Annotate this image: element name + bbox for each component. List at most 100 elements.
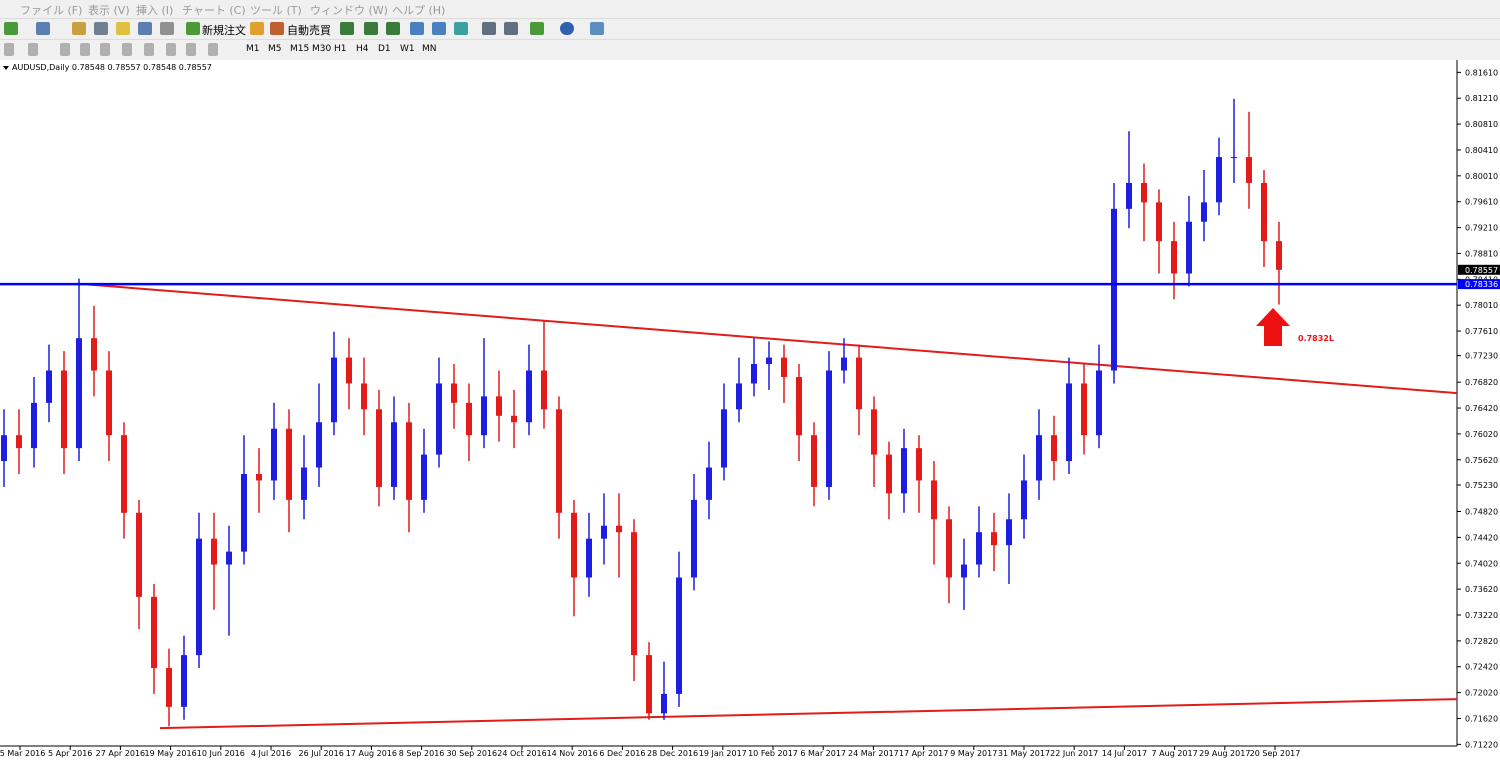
candle-body — [331, 357, 337, 423]
icon[interactable] — [250, 22, 264, 35]
y-tick-label: 0.71220 — [1465, 740, 1498, 749]
timeframe-button[interactable]: D1 — [378, 44, 391, 54]
x-tick-label: 26 Jul 2016 — [299, 749, 344, 758]
x-tick-label: 17 Aug 2016 — [346, 749, 397, 758]
icon[interactable] — [116, 22, 130, 35]
tool-icon[interactable] — [80, 43, 90, 56]
tool-icon[interactable] — [186, 43, 196, 56]
bid-tag — [1458, 264, 1500, 275]
candle-body — [1066, 383, 1072, 462]
x-tick-label: 30 Sep 2016 — [446, 749, 497, 758]
menu-item[interactable]: ファイル (F) — [20, 4, 83, 17]
menu-item[interactable]: チャート (C) — [182, 4, 246, 17]
y-tick-label: 0.81210 — [1465, 94, 1498, 103]
candle-body — [271, 428, 277, 481]
tool-icon[interactable] — [166, 43, 176, 56]
timeframe-button[interactable]: M5 — [268, 44, 282, 54]
x-tick-label: 28 Dec 2016 — [647, 749, 698, 758]
icon[interactable] — [386, 22, 400, 35]
tool-icon[interactable] — [144, 43, 154, 56]
candle-body — [1006, 519, 1012, 546]
icon[interactable] — [94, 22, 108, 35]
menu-item[interactable]: 挿入 (I) — [136, 4, 174, 17]
icon[interactable] — [560, 22, 574, 35]
candle-body — [481, 396, 487, 436]
y-tick-label: 0.75620 — [1465, 456, 1498, 465]
y-tick-label: 0.78010 — [1465, 301, 1498, 310]
candle-body — [151, 596, 157, 669]
candle-body — [1051, 435, 1057, 462]
candle-body — [451, 383, 457, 403]
y-tick-label: 0.74020 — [1465, 559, 1498, 568]
timeframe-button[interactable]: M15 — [290, 44, 310, 54]
candle-body — [211, 538, 217, 565]
timeframe-button[interactable]: M1 — [246, 44, 260, 54]
tool-icon[interactable] — [4, 43, 14, 56]
candle-body — [841, 357, 847, 371]
tool-icon[interactable] — [122, 43, 132, 56]
icon[interactable] — [432, 22, 446, 35]
menu-item[interactable]: ヘルプ (H) — [392, 4, 446, 17]
y-tick-label: 0.72420 — [1465, 663, 1498, 672]
auto-trading-button[interactable]: 自動売買 — [287, 24, 331, 37]
timeframe-button[interactable]: H1 — [334, 44, 347, 54]
icon[interactable] — [36, 22, 50, 35]
icon[interactable] — [410, 22, 424, 35]
candle-body — [226, 551, 232, 565]
timeframe-button[interactable]: M30 — [312, 44, 332, 54]
icon[interactable] — [186, 22, 200, 35]
candle-body — [751, 364, 757, 384]
tool-icon[interactable] — [28, 43, 38, 56]
candle-body — [376, 409, 382, 487]
icon[interactable] — [590, 22, 604, 35]
menu-item[interactable]: ツール (T) — [250, 4, 302, 17]
icon[interactable] — [340, 22, 354, 35]
y-tick-label: 0.76820 — [1465, 378, 1498, 387]
price-tag-label: 0.78336 — [1465, 280, 1498, 289]
candle-body — [286, 428, 292, 500]
y-tick-label: 0.76420 — [1465, 404, 1498, 413]
icon[interactable] — [454, 22, 468, 35]
candle-body — [1186, 221, 1192, 274]
icon[interactable] — [72, 22, 86, 35]
x-tick-label: 22 Jun 2017 — [1050, 749, 1098, 758]
candle-body — [1171, 241, 1177, 274]
candle-body — [646, 655, 652, 714]
y-tick-label: 0.75230 — [1465, 481, 1498, 490]
candle-body — [316, 422, 322, 468]
x-tick-label: 10 Feb 2017 — [748, 749, 798, 758]
icon[interactable] — [4, 22, 18, 35]
x-tick-label: 6 Dec 2016 — [599, 749, 645, 758]
icon[interactable] — [160, 22, 174, 35]
x-tick-label: 15 Mar 2016 — [0, 749, 45, 758]
trend-line — [87, 283, 1458, 395]
tool-icon[interactable] — [208, 43, 218, 56]
x-tick-label: 5 Apr 2016 — [48, 749, 92, 758]
candle-body — [631, 532, 637, 656]
icon[interactable] — [364, 22, 378, 35]
icon[interactable] — [504, 22, 518, 35]
tool-icon[interactable] — [100, 43, 110, 56]
candle-body — [301, 467, 307, 500]
annotation-label: 0.7832L — [1298, 334, 1334, 343]
icon[interactable] — [138, 22, 152, 35]
y-tick-label: 0.74820 — [1465, 508, 1498, 517]
icon[interactable] — [530, 22, 544, 35]
candle-body — [346, 357, 352, 384]
timeframe-button[interactable]: H4 — [356, 44, 369, 54]
x-tick-label: 8 Sep 2016 — [399, 749, 445, 758]
candle-body — [421, 454, 427, 500]
y-tick-label: 0.73220 — [1465, 611, 1498, 620]
x-tick-label: 19 May 2016 — [145, 749, 197, 758]
candle-body — [811, 435, 817, 487]
icon[interactable] — [270, 22, 284, 35]
new-order-button[interactable]: 新規注文 — [202, 24, 246, 37]
candle-body — [721, 409, 727, 468]
icon[interactable] — [482, 22, 496, 35]
menu-item[interactable]: ウィンドウ (W) — [310, 4, 388, 17]
timeframe-button[interactable]: W1 — [400, 44, 415, 54]
menu-item[interactable]: 表示 (V) — [88, 4, 130, 17]
candle-body — [1021, 480, 1027, 520]
tool-icon[interactable] — [60, 43, 70, 56]
timeframe-button[interactable]: MN — [422, 44, 437, 54]
